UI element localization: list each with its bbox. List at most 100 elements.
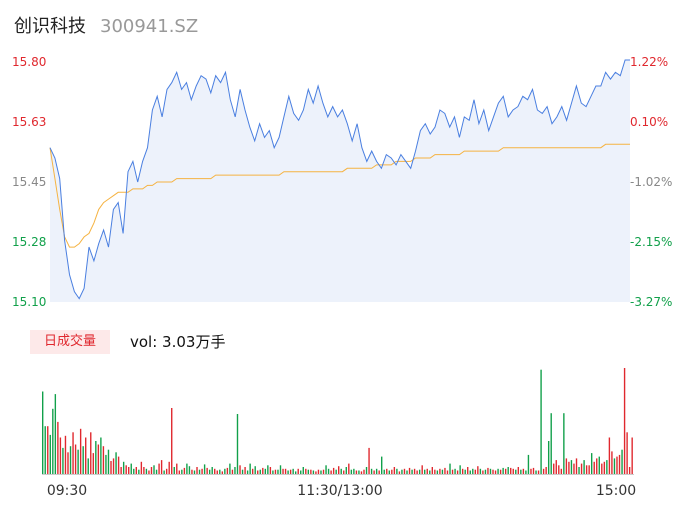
- volume-bar: [631, 437, 633, 474]
- volume-bar: [464, 469, 466, 474]
- volume-bar: [79, 428, 82, 474]
- y-left-tick-label: 15.10: [12, 295, 46, 309]
- volume-bar: [474, 469, 477, 474]
- y-left-tick-label: 15.80: [12, 55, 46, 69]
- volume-bar: [297, 468, 299, 474]
- volume-bar: [289, 469, 292, 474]
- volume-bar: [77, 449, 79, 474]
- volume-bar: [244, 467, 246, 474]
- volume-bar: [608, 437, 611, 474]
- volume-bar: [74, 444, 77, 474]
- volume-bar: [262, 467, 264, 474]
- volume-bar: [135, 467, 137, 474]
- volume-bar: [542, 468, 545, 474]
- y-right-tick-label: 1.22%: [630, 55, 668, 69]
- volume-bar: [150, 467, 153, 474]
- volume-bar: [322, 469, 325, 474]
- volume-bar: [284, 468, 287, 474]
- volume-bar: [517, 467, 520, 474]
- volume-bar: [540, 369, 542, 474]
- volume-bar: [479, 468, 482, 474]
- volume-bar: [596, 458, 598, 474]
- volume-bar: [618, 454, 621, 474]
- volume-bar: [348, 463, 350, 474]
- volume-bar: [378, 470, 380, 474]
- volume-bar: [365, 467, 368, 474]
- volume-bar: [274, 469, 277, 474]
- volume-bar: [47, 426, 49, 474]
- volume-bar: [246, 470, 249, 474]
- volume-bar: [107, 449, 110, 474]
- volume-bar: [305, 468, 307, 474]
- volume-bar: [257, 470, 259, 474]
- volume-bar: [102, 446, 105, 474]
- volume-bar: [191, 469, 193, 474]
- volume-bar: [381, 456, 383, 474]
- chart-lines: [49, 59, 630, 300]
- average-price-line: [49, 143, 630, 248]
- volume-bar: [59, 437, 62, 474]
- volume-bar: [340, 468, 342, 474]
- volume-bar: [545, 467, 547, 474]
- volume-bar: [429, 470, 431, 474]
- volume-bar: [424, 469, 426, 474]
- volume-bar: [115, 452, 117, 474]
- volume-bar: [360, 471, 363, 474]
- volume-bar: [214, 468, 216, 474]
- volume-bar: [226, 467, 229, 474]
- volume-bar: [133, 468, 135, 474]
- x-tick-label: 11:30/13:00: [297, 483, 382, 499]
- volume-bar: [578, 467, 580, 474]
- volume-bar: [532, 467, 535, 474]
- volume-bar: [57, 421, 59, 474]
- volume-bar: [406, 470, 408, 474]
- volume-bar: [117, 456, 120, 474]
- volume-bar: [272, 470, 274, 474]
- volume-bar: [512, 468, 514, 474]
- volume-bar: [165, 468, 168, 474]
- volume-bar: [527, 454, 530, 474]
- volume-bar: [492, 469, 494, 474]
- volume-bar: [241, 469, 244, 474]
- volume-bar: [231, 469, 234, 474]
- volume-bar: [553, 463, 555, 474]
- volume-bar: [484, 469, 487, 474]
- volume-bar: [358, 470, 360, 474]
- y-right-tick-label: -2.15%: [630, 235, 672, 249]
- volume-bar: [178, 470, 181, 474]
- volume-bar: [350, 469, 353, 474]
- volume-bar: [355, 470, 358, 474]
- price-area-fill: [50, 60, 630, 302]
- volume-bar: [588, 465, 590, 474]
- volume-bar: [383, 469, 385, 474]
- volume-bar: [317, 469, 320, 474]
- volume-bar: [413, 468, 416, 474]
- volume-bar: [626, 432, 628, 474]
- volume-bar: [125, 465, 127, 474]
- volume-bar: [401, 469, 403, 474]
- volume-bar: [388, 470, 390, 474]
- volume-bar: [203, 464, 206, 474]
- volume-bar: [444, 467, 446, 474]
- volume-bar: [188, 466, 191, 474]
- volume-bar: [499, 469, 502, 474]
- volume-bar: [431, 467, 433, 474]
- price-area: [50, 60, 630, 302]
- volume-bar: [439, 468, 441, 474]
- volume-bar: [183, 467, 186, 474]
- volume-bar: [418, 469, 421, 474]
- volume-bar: [287, 470, 289, 474]
- volume-panel-label: 日成交量: [30, 330, 110, 354]
- volume-bar: [292, 468, 294, 474]
- volume-bar: [616, 456, 618, 474]
- price-line: [49, 59, 630, 300]
- volume-bar: [211, 467, 213, 474]
- volume-bar: [606, 460, 608, 474]
- volume-bar: [300, 470, 302, 474]
- volume-bar: [487, 467, 489, 474]
- volume-bars: [42, 368, 634, 475]
- volume-bar: [325, 465, 327, 474]
- volume-bar: [370, 468, 373, 474]
- volume-bar: [148, 470, 150, 474]
